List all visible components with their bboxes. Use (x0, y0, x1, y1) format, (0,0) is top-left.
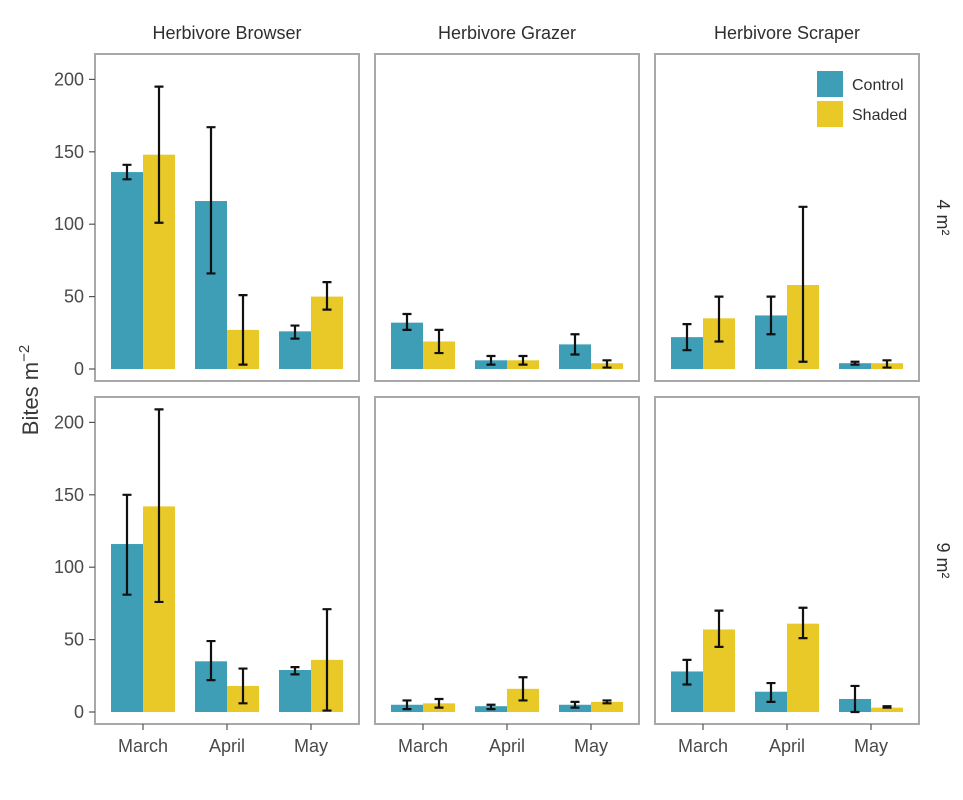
bar-control-may (279, 670, 311, 712)
y-tick-label: 50 (64, 630, 84, 650)
x-tick-label-april: April (769, 736, 805, 756)
bar-control-may (839, 363, 871, 369)
x-tick-label-april: April (209, 736, 245, 756)
legend: Control Shaded (817, 71, 907, 127)
error-bar-shaded-march (434, 697, 444, 709)
panel-frame (94, 53, 360, 382)
panel-4-m-herbivore-browser: 0 50 100 150 200 (54, 53, 360, 382)
error-bar-shaded-may (322, 281, 332, 311)
error-bar-control-april (766, 295, 776, 336)
error-bar-control-march (402, 312, 412, 332)
x-tick-label-march: March (398, 736, 448, 756)
error-bar-shaded-april (798, 205, 808, 363)
facet-column-label-herbivore-browser: Herbivore Browser (152, 23, 301, 43)
legend-swatch-control (817, 71, 843, 97)
error-bar-shaded-april (518, 354, 528, 366)
error-bar-shaded-april (238, 667, 248, 705)
x-tick-label-march: March (118, 736, 168, 756)
x-tick-label-may: May (574, 736, 608, 756)
y-tick-label: 200 (54, 412, 84, 432)
error-bar-control-march (122, 163, 132, 181)
error-bar-shaded-may (602, 699, 612, 705)
error-bar-shaded-march (154, 85, 164, 224)
y-axis-title-main: Bites m (18, 362, 43, 435)
error-bar-control-march (122, 493, 132, 596)
legend-label-shaded: Shaded (852, 107, 907, 124)
error-bar-shaded-may (882, 705, 892, 709)
error-bar-shaded-may (882, 359, 892, 369)
error-bar-shaded-march (714, 295, 724, 343)
y-tick-label: 150 (54, 142, 84, 162)
error-bar-control-april (206, 639, 216, 682)
plot-layer: Herbivore Browser Herbivore Grazer Herbivo… (54, 23, 953, 756)
error-bar-control-may (850, 360, 860, 366)
y-tick-label: 100 (54, 557, 84, 577)
x-tick-label-april: April (489, 736, 525, 756)
x-tick-label-march: March (678, 736, 728, 756)
x-tick-label-may: May (294, 736, 328, 756)
error-bar-shaded-april (518, 676, 528, 702)
facet-column-label-herbivore-grazer: Herbivore Grazer (438, 23, 576, 43)
facet-column-label-herbivore-scraper: Herbivore Scraper (714, 23, 860, 43)
bar-shaded-may (591, 701, 623, 712)
y-tick-label: 150 (54, 485, 84, 505)
panel-frame (374, 396, 640, 725)
panel-frame (654, 53, 920, 382)
y-tick-label: 0 (74, 359, 84, 379)
error-bar-shaded-march (434, 328, 444, 355)
error-bar-control-may (290, 666, 300, 676)
facet-row-label-1: 4 m² (933, 200, 953, 236)
error-bar-control-may (850, 684, 860, 714)
error-bar-control-april (486, 703, 496, 711)
bar-shaded-may (871, 707, 903, 712)
error-bar-control-april (766, 681, 776, 703)
bar-control-march (111, 172, 143, 369)
y-tick-label: 0 (74, 702, 84, 722)
error-bar-shaded-april (238, 294, 248, 366)
error-bar-shaded-april (798, 606, 808, 640)
y-axis-title-superscript: −2 (16, 345, 33, 362)
panel-4-m-herbivore-grazer (374, 53, 640, 382)
legend-swatch-shaded (817, 101, 843, 127)
error-bar-control-march (682, 658, 692, 686)
x-tick-label-may: May (854, 736, 888, 756)
error-bar-shaded-may (322, 608, 332, 712)
error-bar-control-april (206, 126, 216, 275)
error-bar-control-may (290, 324, 300, 340)
error-bar-shaded-may (602, 359, 612, 369)
error-bar-shaded-march (714, 609, 724, 648)
y-axis-title: Bites m−2 (16, 345, 43, 435)
panel-4-m-herbivore-scraper (654, 53, 920, 382)
panel-9-m-herbivore-grazer: March April May (374, 396, 640, 756)
error-bar-control-march (402, 699, 412, 711)
legend-label-control: Control (852, 77, 904, 94)
error-bar-control-may (570, 333, 580, 356)
error-bar-control-april (486, 354, 496, 366)
panel-9-m-herbivore-scraper: March April May (654, 396, 920, 756)
y-tick-label: 100 (54, 214, 84, 234)
y-tick-label: 200 (54, 69, 84, 89)
panel-9-m-herbivore-browser: 0 50 100 150 200 March April May (54, 396, 360, 756)
facet-row-label-2: 9 m² (933, 543, 953, 579)
error-bar-shaded-march (154, 408, 164, 604)
error-bar-control-may (570, 700, 580, 709)
panel-frame (374, 53, 640, 382)
error-bar-control-march (682, 323, 692, 352)
y-tick-label: 50 (64, 287, 84, 307)
